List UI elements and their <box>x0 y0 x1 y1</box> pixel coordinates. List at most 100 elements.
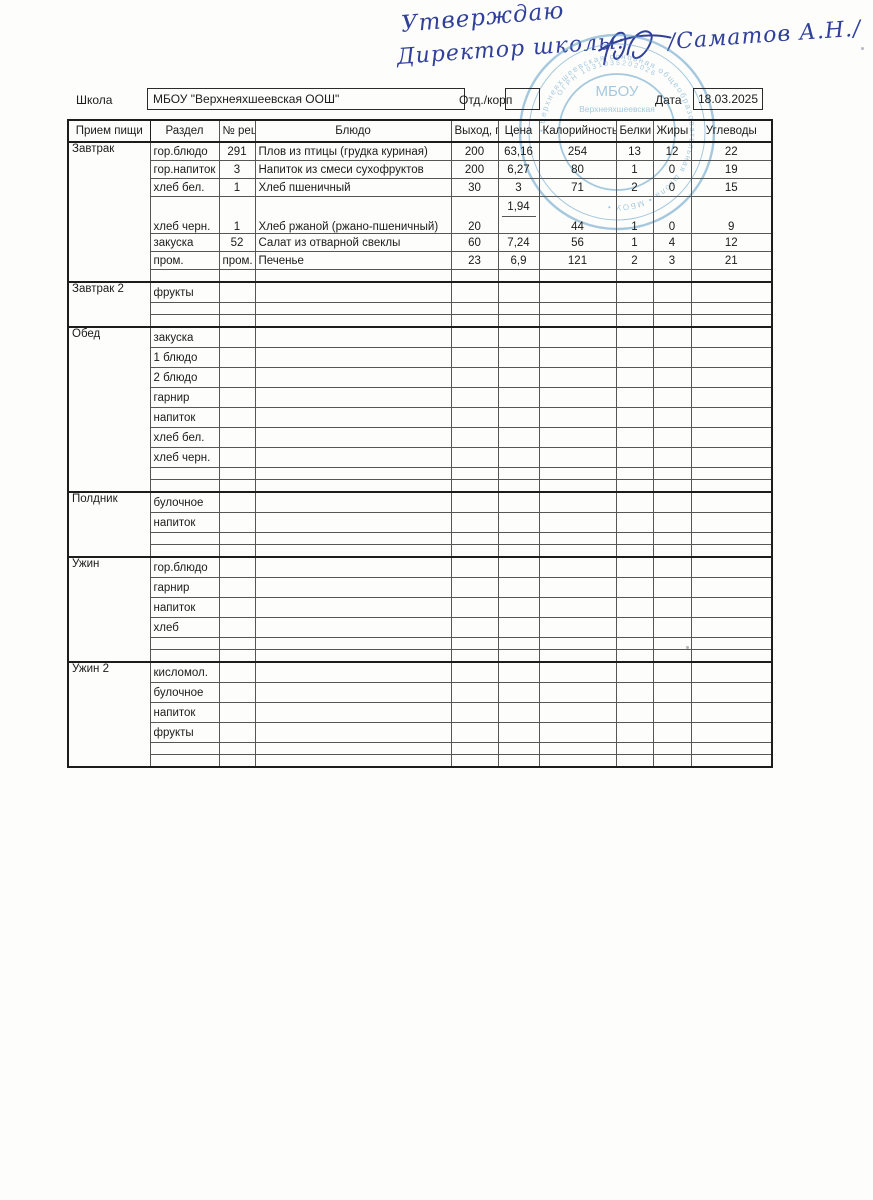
meal-section: Завтрак 2 фрукты <box>67 281 773 328</box>
cell-prot <box>615 479 654 493</box>
cell-carb <box>690 281 773 303</box>
empty-row <box>68 544 773 558</box>
cell-dish <box>254 479 452 493</box>
menu-row: хлеб черн. <box>68 447 773 468</box>
cell-rec <box>218 479 256 493</box>
cell-price: 3 <box>497 178 540 197</box>
empty-row <box>68 532 773 545</box>
cell-fat <box>652 467 692 480</box>
cell-rec <box>218 722 256 743</box>
school-field: МБОУ "Верхнеяхшеевская ООШ" <box>147 88 465 110</box>
meal-cell: Завтрак 2 <box>67 281 151 328</box>
cell-prot <box>615 347 654 368</box>
cell-prot <box>615 491 654 513</box>
cell-razdel: 2 блюдо <box>149 367 220 388</box>
cell-out: 23 <box>450 251 499 270</box>
cell-carb <box>690 682 773 703</box>
cell-razdel: хлеб бел. <box>149 178 220 197</box>
cell-out <box>450 649 499 663</box>
cell-razdel: закуска <box>149 233 220 252</box>
cell-price <box>497 269 540 283</box>
cell-rec <box>218 532 256 545</box>
cell-price: 7,24 <box>497 233 540 252</box>
cell-carb: 15 <box>690 178 773 197</box>
cell-price <box>497 314 540 328</box>
column-header: № рец. <box>218 119 256 143</box>
cell-prot <box>615 387 654 408</box>
menu-row: хлеб <box>68 617 773 638</box>
cell-dish <box>254 447 452 468</box>
cell-fat <box>652 754 692 768</box>
cell-rec <box>218 314 256 328</box>
cell-cal <box>538 754 617 768</box>
column-header: Прием пищи <box>67 119 151 143</box>
cell-dish <box>254 347 452 368</box>
empty-row <box>68 302 773 315</box>
cell-price <box>497 617 540 638</box>
cell-razdel: гарнир <box>149 387 220 408</box>
cell-price <box>497 491 540 513</box>
cell-dish <box>254 544 452 558</box>
cell-out: 30 <box>450 178 499 197</box>
cell-out <box>450 269 499 283</box>
cell-out <box>450 682 499 703</box>
cell-fat <box>652 532 692 545</box>
scan-speck <box>686 646 689 649</box>
menu-row: напиток <box>68 407 773 428</box>
stamp-center-text: МБОУ <box>595 83 639 100</box>
cell-carb: 19 <box>690 160 773 179</box>
cell-prot <box>615 556 654 578</box>
cell-prot: 1 <box>615 233 654 252</box>
cell-out <box>450 544 499 558</box>
cell-carb <box>690 649 773 663</box>
cell-rec: 52 <box>218 233 256 252</box>
cell-fat: 0 <box>652 178 692 197</box>
menu-row: напиток <box>68 512 773 533</box>
menu-row: Завтрак 2 фрукты <box>67 281 773 328</box>
cell-out <box>450 407 499 428</box>
date-value: 18.03.2025 <box>697 92 759 106</box>
cell-carb <box>690 637 773 650</box>
cell-fat <box>652 387 692 408</box>
menu-row: Полдник булочное <box>67 491 773 558</box>
cell-cal <box>538 387 617 408</box>
cell-price <box>497 577 540 598</box>
cell-razdel: гор.напиток <box>149 160 220 179</box>
cell-carb <box>690 367 773 388</box>
cell-carb <box>690 702 773 723</box>
cell-rec <box>218 637 256 650</box>
cell-rec <box>218 302 256 315</box>
cell-razdel: булочное <box>149 491 220 513</box>
cell-rec: 3 <box>218 160 256 179</box>
cell-razdel: хлеб бел. <box>149 427 220 448</box>
cell-out <box>450 302 499 315</box>
cell-fat <box>652 326 692 348</box>
cell-carb <box>690 479 773 493</box>
cell-price <box>497 302 540 315</box>
dept-field <box>505 88 540 110</box>
school-value: МБОУ "Верхнеяхшеевская ООШ" <box>153 92 340 106</box>
cell-carb <box>690 427 773 448</box>
cell-carb <box>690 597 773 618</box>
cell-dish <box>254 467 452 480</box>
cell-dish <box>254 427 452 448</box>
cell-out <box>450 556 499 578</box>
cell-dish <box>254 281 452 303</box>
cell-rec <box>218 407 256 428</box>
cell-cal <box>538 269 617 283</box>
menu-row: фрукты <box>68 722 773 743</box>
cell-cal <box>538 281 617 303</box>
cell-rec: пром. <box>218 251 256 270</box>
cell-dish: Плов из птицы (грудка куриная) <box>254 141 452 161</box>
cell-dish <box>254 407 452 428</box>
cell-prot <box>615 367 654 388</box>
menu-row: булочное <box>68 682 773 703</box>
cell-prot <box>615 649 654 663</box>
cell-prot: 13 <box>615 141 654 161</box>
cell-dish <box>254 702 452 723</box>
cell-rec <box>218 512 256 533</box>
cell-razdel <box>149 302 220 315</box>
cell-cal <box>538 661 617 683</box>
cell-carb <box>690 754 773 768</box>
